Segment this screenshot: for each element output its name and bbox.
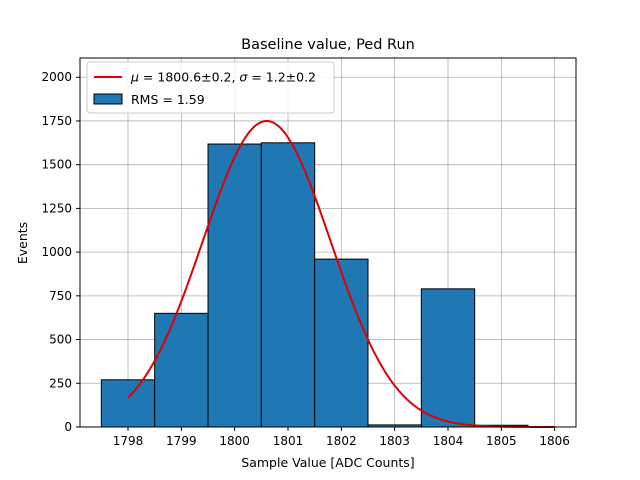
y-tick-label: 750 <box>49 289 72 303</box>
histogram-bars <box>100 142 529 428</box>
y-ticks: 0 250 500 750 1000 1250 1500 1750 2000 <box>41 70 80 434</box>
legend-hist-label: RMS = 1.59 <box>131 92 205 107</box>
histogram-bar <box>420 288 476 428</box>
legend-hist-swatch <box>93 93 123 105</box>
x-tick-label: 1799 <box>166 434 197 448</box>
x-tick-label: 1802 <box>326 434 357 448</box>
legend-sigma-value: = 1.2±0.2 <box>247 70 316 85</box>
histogram-bar <box>100 379 156 428</box>
x-tick-label: 1804 <box>433 434 464 448</box>
x-tick-label: 1798 <box>113 434 144 448</box>
x-axis-label: Sample Value [ADC Counts] <box>241 455 414 470</box>
legend-sigma-symbol: σ <box>239 70 248 85</box>
y-tick-label: 1500 <box>41 158 72 172</box>
y-tick-label: 2000 <box>41 70 72 84</box>
legend: μ = 1800.6±0.2, σ = 1.2±0.2 RMS = 1.59 <box>86 61 335 114</box>
histogram-bar <box>154 312 209 428</box>
y-tick-label: 250 <box>49 376 72 390</box>
y-tick-label: 1750 <box>41 114 72 128</box>
y-tick-label: 0 <box>64 420 72 434</box>
x-tick-label: 1806 <box>539 434 570 448</box>
y-tick-label: 1000 <box>41 245 72 259</box>
x-tick-label: 1800 <box>219 434 250 448</box>
chart-title: Baseline value, Ped Run <box>241 37 415 53</box>
histogram-bar <box>260 142 316 428</box>
x-tick-label: 1801 <box>273 434 304 448</box>
y-tick-label: 500 <box>49 333 72 347</box>
legend-mu-value: = 1800.6±0.2, <box>139 70 239 85</box>
histogram-bar <box>207 143 262 428</box>
legend-fit-label: μ = 1800.6±0.2, σ = 1.2±0.2 <box>130 70 316 85</box>
legend-box <box>86 61 335 114</box>
y-tick-label: 1250 <box>41 201 72 215</box>
y-axis-label: Events <box>15 222 30 264</box>
x-ticks: 1798 1799 1800 1801 1802 1803 1804 1805 1806 <box>113 427 570 448</box>
gaussian-fit-curve <box>127 119 555 428</box>
histogram-bar <box>314 258 369 428</box>
legend-mu-symbol: μ <box>130 70 139 85</box>
x-tick-label: 1803 <box>379 434 410 448</box>
plot-frame <box>79 57 577 428</box>
x-tick-label: 1805 <box>486 434 517 448</box>
